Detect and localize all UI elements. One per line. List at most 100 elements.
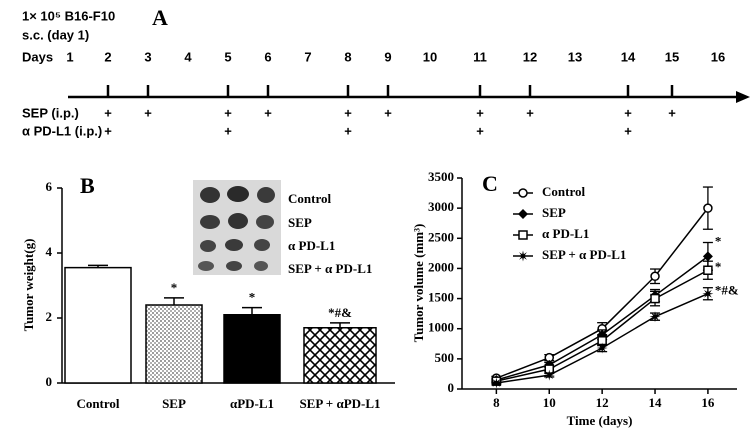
y-tick-label: 2000 xyxy=(428,259,454,274)
treatment-mark: + xyxy=(104,105,112,120)
treatment-mark: + xyxy=(264,105,272,120)
x-tick-label: Control xyxy=(76,396,119,411)
treatment-label: SEP (i.p.) xyxy=(22,105,79,120)
x-tick-label: 14 xyxy=(649,395,663,410)
day-label: 15 xyxy=(665,49,679,64)
day-label: 12 xyxy=(523,49,537,64)
x-tick-label: 16 xyxy=(701,395,715,410)
inset-label: Control xyxy=(288,191,331,206)
treatment-mark: + xyxy=(668,105,676,120)
day-label: 14 xyxy=(621,49,636,64)
significance: * xyxy=(715,233,722,248)
marker xyxy=(518,188,528,198)
inset-label: α PD-L1 xyxy=(288,238,335,253)
treatment-label: α PD-L1 (i.p.) xyxy=(22,123,102,138)
significance: *#& xyxy=(715,283,739,298)
marker xyxy=(702,288,714,300)
y-tick-label: 0 xyxy=(448,380,455,395)
day-label: 4 xyxy=(184,49,192,64)
significance: * xyxy=(249,290,256,305)
x-tick-label: 12 xyxy=(596,395,609,410)
timeline-arrow xyxy=(736,91,750,103)
legend-label: SEP + α PD-L1 xyxy=(542,247,626,262)
y-axis-label: Tumor weight(g) xyxy=(21,239,36,332)
y-tick-label: 1000 xyxy=(428,320,454,335)
treatment-mark: + xyxy=(526,105,534,120)
panel-label: A xyxy=(152,5,168,30)
legend-label: Control xyxy=(542,184,585,199)
panel-label: C xyxy=(482,171,498,196)
treatment-mark: + xyxy=(344,123,352,138)
significance: * xyxy=(171,280,178,295)
legend-label: α PD-L1 xyxy=(542,226,589,241)
treatment-mark: + xyxy=(624,123,632,138)
y-tick-label: 3500 xyxy=(428,169,454,184)
cells-label: 1× 10⁵ B16-F10 xyxy=(22,8,115,23)
y-tick-label: 500 xyxy=(435,350,455,365)
treatment-mark: + xyxy=(224,123,232,138)
bar xyxy=(145,304,203,384)
day-label: 3 xyxy=(144,49,151,64)
marker xyxy=(703,265,713,275)
day-label: 13 xyxy=(568,49,582,64)
treatment-mark: + xyxy=(144,105,152,120)
injection-label: s.c. (day 1) xyxy=(22,27,89,42)
day-label: 9 xyxy=(384,49,391,64)
treatment-mark: + xyxy=(476,105,484,120)
inset-label: SEP xyxy=(288,215,312,230)
day-label: 11 xyxy=(473,49,487,64)
marker xyxy=(650,271,660,282)
panel-label: B xyxy=(80,173,95,198)
y-tick-label: 2500 xyxy=(428,229,454,244)
day-label: 1 xyxy=(66,49,73,64)
treatment-mark: + xyxy=(224,105,232,120)
x-tick-label: αPD-L1 xyxy=(230,396,274,411)
days-label: Days xyxy=(22,49,53,64)
day-label: 16 xyxy=(711,49,725,64)
treatment-mark: + xyxy=(624,105,632,120)
bar xyxy=(223,314,281,384)
significance: * xyxy=(715,259,722,274)
day-label: 6 xyxy=(264,49,271,64)
legend-label: SEP xyxy=(542,205,566,220)
treatment-mark: + xyxy=(344,105,352,120)
x-axis-label: Time (days) xyxy=(567,413,633,428)
marker xyxy=(490,377,502,389)
y-tick-label: 1500 xyxy=(428,290,454,305)
bar xyxy=(303,327,377,384)
y-tick-label: 2 xyxy=(46,309,53,324)
y-tick-label: 6 xyxy=(46,179,53,194)
x-tick-label: 10 xyxy=(543,395,556,410)
day-label: 2 xyxy=(104,49,111,64)
marker xyxy=(518,230,528,240)
y-tick-label: 3000 xyxy=(428,199,454,214)
series-line xyxy=(496,255,709,381)
significance: *#& xyxy=(328,305,352,320)
day-label: 8 xyxy=(344,49,351,64)
y-axis-label: Tumor volume (mm³) xyxy=(411,224,426,343)
day-label: 5 xyxy=(224,49,231,64)
x-tick-label: SEP + αPD-L1 xyxy=(299,396,380,411)
treatment-mark: + xyxy=(476,123,484,138)
marker xyxy=(650,293,660,304)
marker xyxy=(518,209,528,219)
x-tick-label: 8 xyxy=(493,395,500,410)
inset-label: SEP + α PD-L1 xyxy=(288,261,372,276)
marker xyxy=(702,251,713,262)
marker xyxy=(596,342,608,354)
tumor-photo xyxy=(193,180,281,275)
y-tick-label: 4 xyxy=(46,244,53,259)
day-label: 10 xyxy=(423,49,437,64)
x-tick-label: SEP xyxy=(162,396,186,411)
y-tick-label: 0 xyxy=(46,374,53,389)
day-label: 7 xyxy=(304,49,311,64)
treatment-mark: + xyxy=(104,123,112,138)
marker xyxy=(649,311,661,323)
treatment-mark: + xyxy=(384,105,392,120)
marker xyxy=(703,203,713,213)
marker xyxy=(517,250,529,262)
bar xyxy=(64,266,132,384)
marker xyxy=(543,369,555,381)
